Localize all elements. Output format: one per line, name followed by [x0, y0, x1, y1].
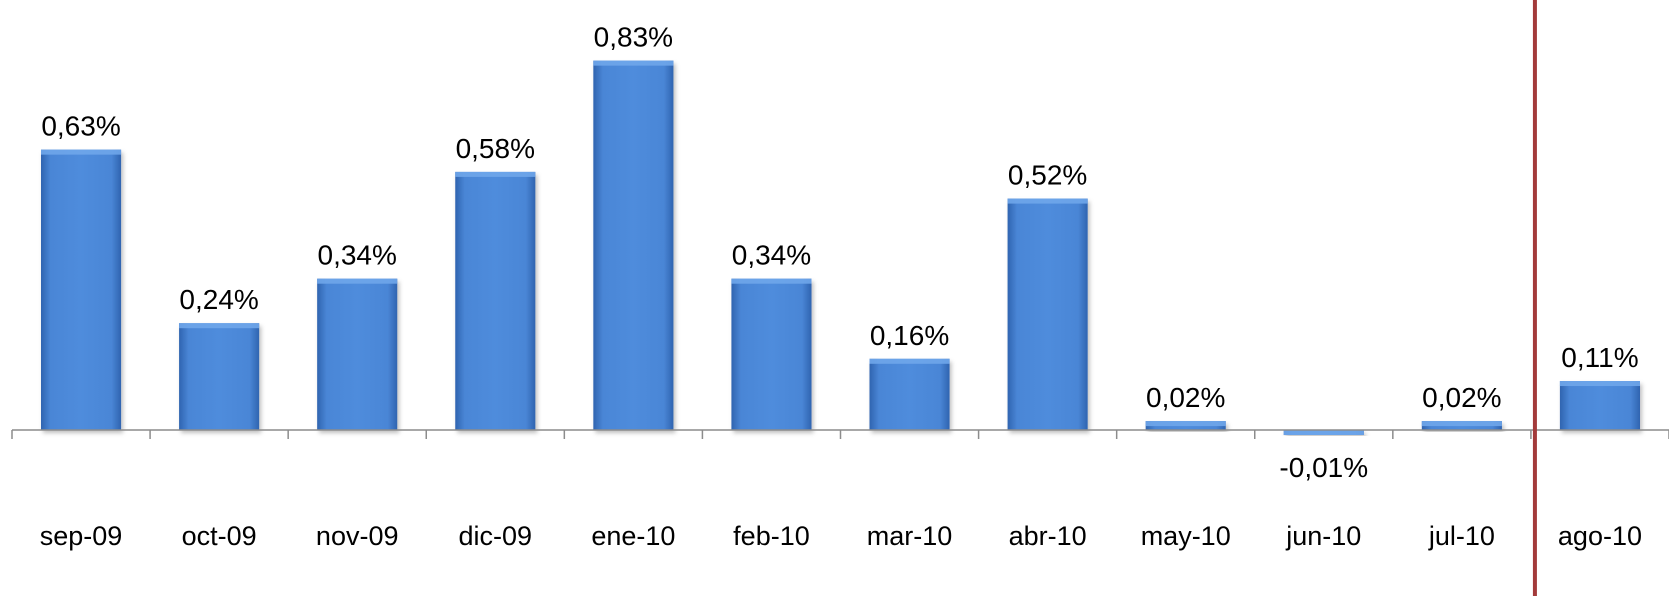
bar-highlight — [593, 60, 674, 66]
value-label: -0,01% — [1279, 452, 1368, 483]
value-label: 0,24% — [179, 284, 258, 315]
category-label: jul-10 — [1428, 521, 1495, 551]
value-label: 0,58% — [456, 133, 535, 164]
category-label: mar-10 — [867, 521, 953, 551]
bar — [731, 278, 812, 430]
value-label: 0,63% — [41, 111, 120, 142]
value-label: 0,34% — [318, 240, 397, 271]
bar-abr-10 — [1007, 198, 1088, 430]
bar-ene-10 — [593, 60, 674, 431]
bar — [40, 149, 122, 430]
category-label: may-10 — [1141, 521, 1231, 551]
category-label: jun-10 — [1285, 521, 1361, 551]
bar-highlight — [1421, 421, 1502, 427]
bar-ago-10 — [1559, 381, 1641, 430]
bar-jul-10 — [1421, 421, 1502, 430]
category-label: sep-09 — [40, 521, 123, 551]
bar-jun-10 — [1283, 430, 1364, 435]
bar-sep-09 — [40, 149, 122, 430]
bar-nov-09 — [317, 278, 398, 430]
bar — [869, 358, 950, 430]
bar — [593, 60, 674, 431]
value-label: 0,34% — [732, 240, 811, 271]
category-label: ago-10 — [1558, 521, 1642, 551]
x-axis — [11, 0, 1669, 596]
category-label: dic-09 — [459, 521, 533, 551]
bar-highlight — [179, 323, 260, 329]
bar — [179, 323, 260, 430]
bar — [317, 278, 398, 430]
value-label: 0,16% — [870, 320, 949, 351]
bar-highlight — [1007, 198, 1088, 204]
bar-highlight — [869, 358, 950, 364]
bar — [455, 171, 536, 430]
category-label: abr-10 — [1009, 521, 1087, 551]
value-label: 0,52% — [1008, 160, 1087, 191]
bar-highlight — [40, 149, 122, 155]
bar-feb-10 — [731, 278, 812, 430]
bar — [1559, 381, 1641, 430]
bar-oct-09 — [179, 323, 260, 430]
bar-highlight — [1559, 381, 1641, 387]
category-label: nov-09 — [316, 521, 399, 551]
bar-highlight — [455, 171, 536, 177]
category-label: feb-10 — [733, 521, 810, 551]
category-label: ene-10 — [591, 521, 675, 551]
bar-highlight — [731, 278, 812, 284]
value-label: 0,02% — [1422, 382, 1501, 413]
labels-group: 0,63% sep-09 0,24% oct-09 0,34% nov-09 0,58% di… — [40, 22, 1642, 551]
value-label: 0,83% — [594, 22, 673, 53]
bar-highlight — [317, 278, 398, 284]
bar-may-10 — [1145, 421, 1226, 430]
bar-highlight — [1145, 421, 1226, 427]
bar — [1007, 198, 1088, 430]
category-label: oct-09 — [182, 521, 257, 551]
bar-highlight — [1283, 430, 1364, 435]
bars-group — [40, 60, 1641, 435]
bar-dic-09 — [455, 171, 536, 430]
value-label: 0,02% — [1146, 382, 1225, 413]
value-label: 0,11% — [1561, 342, 1638, 373]
bar-mar-10 — [869, 358, 950, 430]
